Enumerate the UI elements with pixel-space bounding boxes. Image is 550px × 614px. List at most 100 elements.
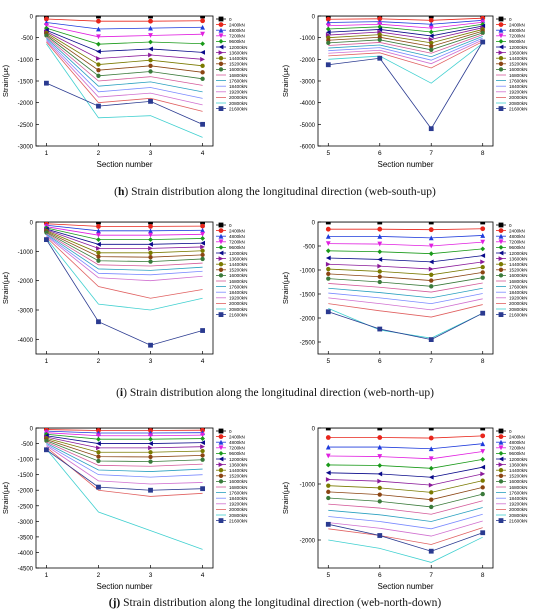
legend-label: 18400kN	[509, 496, 527, 501]
data-point	[325, 453, 331, 459]
data-point	[429, 40, 434, 46]
data-point	[96, 103, 101, 109]
data-point	[44, 23, 49, 28]
x-tick-label: 6	[378, 150, 382, 157]
y-tick-label: -1500	[18, 80, 34, 86]
legend-label: 17600kN	[229, 490, 247, 495]
data-point	[148, 428, 153, 433]
legend-label: 16800kN	[229, 73, 247, 78]
legend-marker	[498, 445, 504, 451]
series-line-5	[46, 435, 203, 444]
legend-marker	[218, 428, 224, 434]
y-tick-label: -500	[21, 442, 34, 448]
data-point	[96, 49, 101, 54]
y-tick-label: -2000	[18, 489, 34, 495]
legend-marker	[218, 239, 224, 245]
data-point	[325, 234, 331, 239]
caption-h: (h) Strain distribution along the longit…	[114, 186, 436, 198]
series-line-13	[46, 235, 203, 282]
x-tick-label: 4	[201, 150, 205, 157]
legend-marker	[498, 22, 504, 27]
y-tick-label: -2500	[18, 123, 34, 129]
data-point	[428, 446, 434, 452]
series-line-6	[328, 27, 483, 40]
series-line-10	[46, 233, 203, 267]
legend-label: 17600kN	[509, 284, 527, 289]
data-point	[480, 226, 486, 232]
legend-label: 2400kN	[229, 434, 245, 439]
legend-label: 19200kN	[509, 296, 527, 301]
legend-marker	[218, 468, 224, 473]
data-point	[96, 436, 101, 442]
series-line-13	[328, 520, 483, 537]
data-point	[377, 478, 383, 484]
legend-label: 14400kN	[509, 468, 527, 473]
legend-label: 18400kN	[229, 84, 247, 89]
legend-label: 21600kN	[509, 518, 527, 523]
legend-label: 20000kN	[509, 301, 527, 306]
legend-label: 7200kN	[509, 240, 525, 245]
legend-marker	[218, 518, 224, 523]
data-point	[44, 16, 49, 22]
data-point	[44, 447, 49, 453]
data-point	[148, 259, 153, 264]
legend-label: 12000kN	[229, 457, 247, 462]
data-point	[377, 55, 383, 61]
data-point	[148, 342, 153, 348]
data-point	[148, 98, 153, 104]
legend-label: 12000kN	[509, 251, 527, 256]
data-point	[428, 465, 434, 471]
x-tick-label: 3	[149, 358, 153, 365]
data-point	[377, 533, 383, 538]
chart-panel-5: 0 -500 -1000 -1500 -2000 -2500 -3000 -3500 -4000…	[1, 427, 247, 592]
legend-marker	[218, 312, 224, 317]
legend-label: 16000kN	[509, 273, 527, 278]
data-point	[480, 433, 486, 439]
legend-marker	[498, 273, 504, 278]
data-point	[96, 237, 101, 242]
series-line-2	[46, 430, 203, 434]
data-point	[377, 444, 383, 450]
data-point	[200, 70, 205, 75]
data-point	[480, 310, 486, 316]
data-point	[377, 435, 383, 440]
data-point	[96, 450, 101, 455]
series-line-15	[328, 42, 483, 84]
y-tick-label: -4000	[18, 551, 34, 557]
series-line-4	[328, 23, 483, 33]
legend-label: 12000kN	[229, 251, 247, 256]
caption-i: (i) Strain distribution along the longit…	[116, 387, 434, 399]
y-tick-label: -3000	[18, 145, 34, 151]
data-point	[148, 441, 153, 446]
legend-label: 4800kN	[229, 234, 245, 239]
series-line-2	[328, 19, 483, 25]
x-tick-label: 3	[149, 572, 153, 579]
legend-label: 18400kN	[229, 290, 247, 295]
legend-label: 2400kN	[229, 228, 245, 233]
series-line-3	[328, 21, 483, 29]
series-line-10	[328, 34, 483, 54]
data-point	[428, 428, 434, 431]
legend-marker	[498, 428, 504, 434]
plot-frame	[35, 221, 214, 355]
series-line-9	[46, 440, 203, 463]
data-point	[96, 441, 101, 446]
y-axis-label: Strain(με)	[281, 481, 290, 514]
series-line-14	[328, 303, 483, 318]
series-line-8	[328, 30, 483, 47]
legend-label: 16000kN	[229, 273, 247, 278]
legend-marker	[218, 479, 224, 484]
data-point	[96, 222, 101, 225]
legend-marker	[218, 245, 224, 250]
data-point	[377, 454, 383, 459]
legend-marker	[218, 33, 224, 39]
series-line-3	[46, 432, 203, 437]
series-line-4	[328, 248, 483, 255]
legend-label: 2400kN	[509, 22, 525, 27]
data-point	[96, 254, 101, 259]
legend-label: 15200kN	[509, 268, 527, 273]
data-point	[200, 436, 205, 441]
data-point	[148, 237, 153, 242]
x-tick-label: 7	[429, 572, 433, 579]
legend-label: 9600kN	[509, 451, 525, 456]
